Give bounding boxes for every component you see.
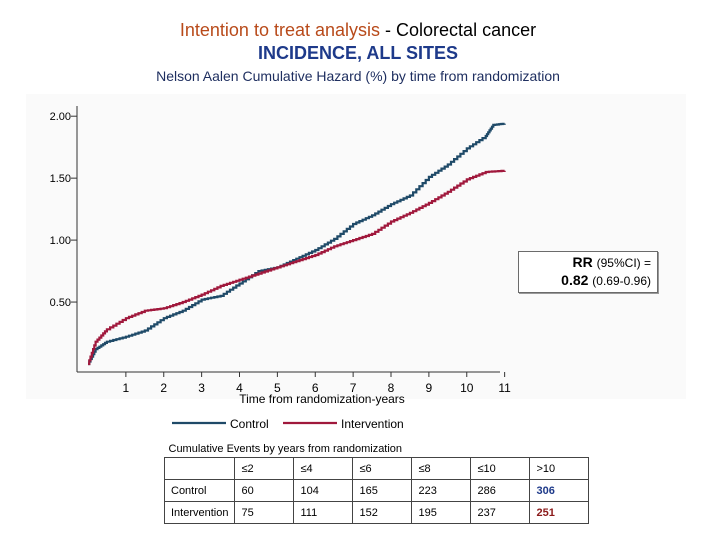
chart-subtitle: Nelson Aalen Cumulative Hazard (%) by ti… xyxy=(156,68,560,84)
table-cell: 251 xyxy=(529,501,590,524)
y-tick-label: 1.50 xyxy=(50,173,71,185)
x-axis-label: Time from randomization-years xyxy=(239,392,405,406)
table-cell: 60 xyxy=(234,479,295,502)
y-tick-label: 2.00 xyxy=(50,111,71,123)
legend-intervention-label: Intervention xyxy=(341,417,404,431)
rr-ci: (0.69-0.96) xyxy=(592,274,651,288)
legend: Control Intervention xyxy=(172,417,404,431)
table-header-cell: >10 xyxy=(529,457,590,480)
table-header-row: ≤2 ≤4 ≤6 ≤8 ≤10 >10 xyxy=(163,457,590,480)
table-cell: 195 xyxy=(411,501,472,524)
y-tick-label: 0.50 xyxy=(50,297,71,309)
x-tick-label: 2 xyxy=(160,381,167,395)
x-tick-label: 9 xyxy=(426,381,433,395)
table-header-cell xyxy=(163,457,236,480)
table-cell: 165 xyxy=(352,479,413,502)
rr-ci-label: (95%CI) = xyxy=(596,256,651,270)
table-header-cell: ≤6 xyxy=(352,457,413,480)
table-row: Control 60 104 165 223 286 306 xyxy=(163,479,590,502)
table-cell: 306 xyxy=(529,479,590,502)
x-tick-label: 4 xyxy=(236,381,243,395)
legend-control-label: Control xyxy=(230,417,269,431)
events-table-caption: Cumulative Events by years from randomiz… xyxy=(168,443,403,455)
x-tick-label: 11 xyxy=(498,381,511,395)
intervention-series-line xyxy=(88,169,506,366)
x-tick-label: 3 xyxy=(198,381,205,395)
rr-box: RR (95%CI) = 0.82 (0.69-0.96) xyxy=(518,251,658,293)
axes: 0.50 1.00 1.50 2.00 1 2 3 4 5 6 7 8 9 10 11 Time from r… xyxy=(50,106,511,406)
table-header-cell: ≤4 xyxy=(293,457,354,480)
table-cell: 75 xyxy=(234,501,295,524)
x-tick-label: 8 xyxy=(388,381,395,395)
table-header-cell: ≤10 xyxy=(470,457,531,480)
row-label: Control xyxy=(163,479,236,502)
control-series-line xyxy=(88,122,506,366)
table-header-cell: ≤2 xyxy=(234,457,295,480)
chart-title-line2: INCIDENCE, ALL SITES xyxy=(257,43,459,63)
plot-background xyxy=(26,94,686,399)
x-tick-label: 10 xyxy=(460,381,474,395)
x-tick-label: 7 xyxy=(350,381,357,395)
table-cell: 237 xyxy=(470,501,531,524)
table-row: Intervention 75 111 152 195 237 251 xyxy=(163,501,590,524)
table-cell: 104 xyxy=(293,479,354,502)
table-cell: 286 xyxy=(470,479,531,502)
row-label: Intervention xyxy=(163,501,236,524)
title-highlight: Intention to treat analysis xyxy=(179,20,381,40)
chart-title-line1: Intention to treat analysis - Colorectal… xyxy=(0,20,716,41)
series-lines xyxy=(88,122,506,366)
y-tick-label: 1.00 xyxy=(50,235,71,247)
events-table: Cumulative Events by years from randomiz… xyxy=(163,441,590,524)
rr-value: 0.82 xyxy=(561,272,589,288)
table-header-cell: ≤8 xyxy=(411,457,472,480)
table-cell: 111 xyxy=(293,501,354,524)
title-rest: - Colorectal cancer xyxy=(385,20,537,40)
x-tick-label: 5 xyxy=(274,381,281,395)
table-cell: 152 xyxy=(352,501,413,524)
x-tick-label: 1 xyxy=(123,381,130,395)
x-tick-label: 6 xyxy=(312,381,319,395)
table-cell: 223 xyxy=(411,479,472,502)
rr-label: RR xyxy=(572,254,593,270)
